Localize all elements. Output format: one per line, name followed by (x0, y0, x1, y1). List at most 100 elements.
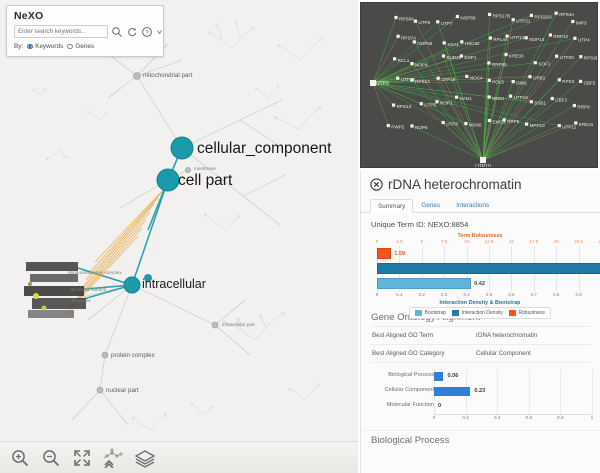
gene-node[interactable] (413, 19, 417, 23)
node-label-protein-complex[interactable]: protein complex (111, 352, 155, 359)
gene-node[interactable] (555, 54, 559, 58)
close-circle-icon[interactable] (370, 178, 383, 191)
legend-item-interaction-density[interactable]: Interaction Density (452, 310, 503, 316)
node-label-intracellular[interactable]: intracellular (142, 277, 206, 291)
gene-node[interactable] (465, 74, 469, 78)
gene-node[interactable] (480, 157, 486, 163)
gene-node[interactable] (396, 34, 400, 38)
gene-node[interactable] (442, 41, 446, 45)
gene-node[interactable] (502, 118, 506, 122)
fit-to-screen-icon[interactable] (72, 448, 92, 468)
ontology-graph-canvas[interactable] (0, 0, 358, 473)
gene-node[interactable] (554, 11, 558, 15)
ontology-graph-panel[interactable]: cellular_component cell part intracellul… (0, 0, 358, 473)
collapse-icon[interactable] (103, 447, 123, 468)
node-label-nuclear-part[interactable]: nuclear part (106, 387, 139, 394)
gene-node[interactable] (455, 14, 459, 19)
radio-genes-icon[interactable] (67, 43, 73, 50)
gene-node[interactable] (392, 103, 396, 107)
gene-node[interactable] (436, 76, 440, 80)
search-option-genes[interactable]: Genes (67, 43, 94, 50)
gene-node[interactable] (410, 124, 414, 128)
term-detail-panel[interactable]: rDNA heterochromatin Summary Genes Inter… (360, 170, 600, 473)
gene-node[interactable] (533, 61, 537, 65)
detail-tabs[interactable]: Summary Genes Interactions (361, 194, 600, 213)
gene-node[interactable] (524, 36, 528, 40)
gene-node[interactable] (511, 18, 515, 22)
tab-genes[interactable]: Genes (421, 202, 441, 209)
gene-node[interactable] (579, 79, 583, 83)
namespace-label: Biological Process (388, 372, 434, 378)
gene-node[interactable] (488, 12, 492, 16)
refresh-icon[interactable] (126, 26, 138, 38)
gene-node[interactable] (487, 61, 491, 65)
gene-node[interactable] (548, 33, 552, 37)
gene-interaction-network[interactable]: RPS8A UTP6 UTP7 NOP56 RPS17B UTP21 RPS22A RPS4A… (360, 2, 598, 168)
gene-node-label: CBF2 (555, 98, 567, 103)
help-icon[interactable]: ? (141, 26, 153, 38)
gene-node[interactable] (441, 54, 446, 58)
node-label-ribosome[interactable]: ribosome (72, 298, 91, 303)
node-label-cell-part[interactable]: cell part (178, 172, 233, 189)
gene-node[interactable] (459, 54, 463, 58)
gene-node[interactable] (487, 95, 491, 99)
legend-item-robustness[interactable]: Robustness (508, 310, 545, 316)
gene-node[interactable] (441, 120, 445, 125)
node-label-ribonucleoprotein-complex[interactable]: ribonucleoprotein complex (68, 270, 122, 275)
search-option-keywords[interactable]: Keywords (27, 43, 63, 50)
gene-node[interactable] (579, 55, 583, 59)
legend-item-bootstrap[interactable]: Bootstrap (415, 310, 446, 316)
gene-node[interactable] (574, 121, 578, 125)
gene-node[interactable] (528, 75, 532, 79)
gene-node[interactable] (572, 103, 576, 108)
radio-keywords-icon[interactable] (27, 43, 33, 50)
gene-node[interactable] (504, 52, 508, 57)
search-icon[interactable] (111, 26, 123, 38)
graph-toolbar[interactable] (0, 441, 358, 473)
chart-top-tick: 10 (464, 239, 470, 244)
gene-node[interactable] (525, 122, 529, 126)
gene-node[interactable] (460, 40, 464, 44)
gene-node[interactable] (571, 19, 575, 24)
chart-legend[interactable]: Bootstrap Interaction Density Robustness (409, 307, 551, 319)
namespace-tick: 0.6 (525, 416, 533, 421)
gene-node[interactable] (394, 15, 398, 20)
gene-node[interactable] (573, 36, 577, 40)
gene-node[interactable] (370, 80, 376, 86)
search-input[interactable] (14, 25, 108, 38)
node-label-ribosomal-subunit[interactable]: ribosomal subunit (70, 287, 107, 292)
gene-node[interactable] (396, 76, 400, 80)
chevron-down-icon[interactable] (156, 26, 163, 38)
gene-node[interactable] (505, 34, 509, 38)
gene-node[interactable] (393, 57, 397, 61)
gene-node[interactable] (386, 124, 390, 128)
gene-node[interactable] (410, 62, 414, 66)
gene-node[interactable] (487, 118, 491, 123)
search-panel[interactable]: NeXO ? (6, 5, 164, 57)
gene-node[interactable] (412, 40, 416, 44)
layers-icon[interactable] (134, 448, 156, 468)
zoom-in-icon[interactable] (10, 448, 30, 468)
gene-node[interactable] (488, 36, 492, 40)
gene-node[interactable] (436, 20, 440, 24)
gene-node[interactable] (454, 95, 459, 99)
tab-summary[interactable]: Summary (370, 199, 414, 213)
gene-node[interactable] (410, 78, 414, 82)
gene-node[interactable] (529, 100, 533, 104)
node-label-cellular-component[interactable]: cellular_component (197, 140, 332, 157)
tab-interactions[interactable]: Interactions (456, 202, 490, 209)
gene-node[interactable] (509, 94, 513, 98)
gene-node[interactable] (550, 96, 554, 101)
gene-node[interactable] (529, 13, 533, 17)
gene-node[interactable] (435, 100, 439, 104)
gene-node[interactable] (464, 122, 468, 126)
gene-node[interactable] (419, 102, 423, 106)
zoom-out-icon[interactable] (41, 448, 61, 468)
gene-node[interactable] (511, 80, 515, 84)
node-label-mitochondrial-part[interactable]: mitochondrial part (143, 72, 193, 79)
node-label-intracellular-part[interactable]: intracellular part (222, 322, 255, 327)
gene-node[interactable] (557, 78, 561, 82)
node-label-membrane[interactable]: membrane (194, 166, 216, 171)
gene-node[interactable] (557, 124, 561, 128)
gene-node[interactable] (487, 78, 491, 82)
